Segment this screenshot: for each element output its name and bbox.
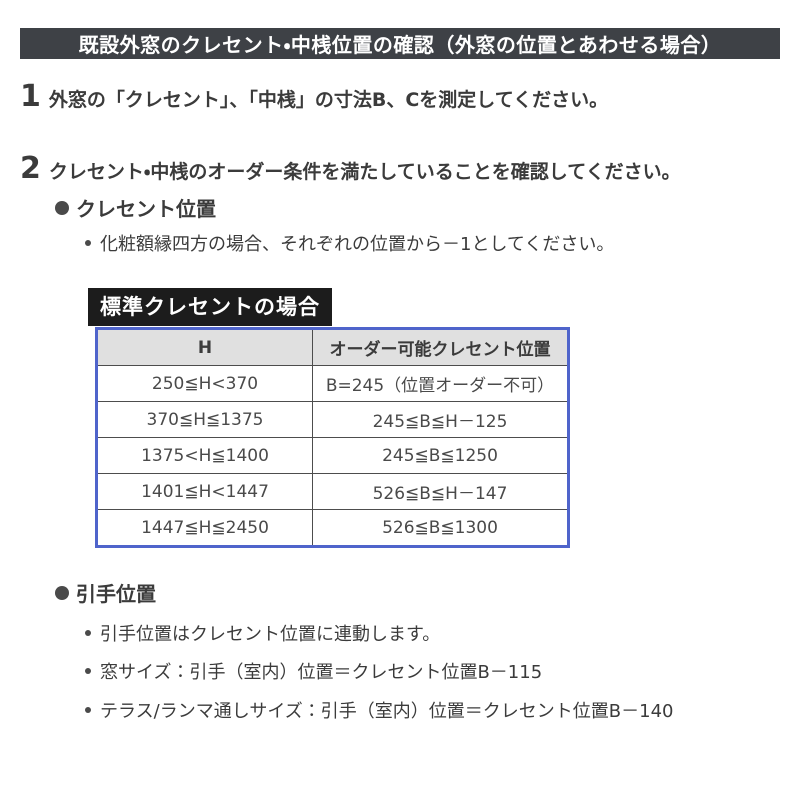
crescent-position-heading: クレセント位置 bbox=[55, 193, 216, 222]
handle-position-note: テラス/ランマ通しサイズ：引手（室内）位置＝クレセント位置B－140 bbox=[85, 697, 674, 723]
page-title-banner: 既設外窓のクレセント・中桟位置の確認（外窓の位置とあわせる場合） bbox=[20, 28, 780, 59]
step-1-text: 外窓の「クレセント」、「中桟」の寸法B、Cを測定してください。 bbox=[48, 89, 609, 111]
table-row: 250≦H<370 B=245（位置オーダー不可） bbox=[96, 365, 569, 402]
bullet-icon bbox=[55, 585, 69, 600]
table-row: 1375<H≦1400 245≦B≦1250 bbox=[96, 437, 569, 474]
table-header-row: H オーダー可能クレセント位置 bbox=[96, 328, 569, 366]
handle-position-note-text: 窓サイズ：引手（室内）位置＝クレセント位置B－115 bbox=[100, 662, 543, 683]
standard-crescent-label: 標準クレセントの場合 bbox=[88, 288, 332, 326]
crescent-position-note: 化粧額縁四方の場合、それぞれの位置から－1としてください。 bbox=[85, 230, 614, 256]
crescent-position-heading-label: クレセント位置 bbox=[76, 197, 216, 221]
bullet-icon bbox=[55, 200, 69, 215]
table-header-order-position: オーダー可能クレセント位置 bbox=[312, 328, 569, 366]
crescent-position-table: H オーダー可能クレセント位置 250≦H<370 B=245（位置オーダー不可… bbox=[95, 327, 570, 548]
handle-position-note: 引手位置はクレセント位置に連動します。 bbox=[85, 620, 440, 646]
standard-crescent-label-text: 標準クレセントの場合 bbox=[100, 295, 320, 319]
table-cell-order-range: 245≦B≦1250 bbox=[312, 437, 569, 474]
table-header-h: H bbox=[96, 328, 313, 366]
table-cell-h-range: 1401≦H<1447 bbox=[96, 473, 313, 510]
step-1-number: 1 bbox=[20, 79, 41, 114]
handle-position-heading: 引手位置 bbox=[55, 578, 156, 607]
table-cell-order-range: 245≦B≦H－125 bbox=[312, 401, 569, 438]
table-cell-order-range: 526≦B≦1300 bbox=[312, 509, 569, 547]
sub-bullet-icon bbox=[85, 240, 91, 246]
table-cell-h-range: 1447≦H≦2450 bbox=[96, 509, 313, 547]
step-2-text: クレセント・中桟のオーダー条件を満たしていることを確認してください。 bbox=[48, 161, 681, 183]
step-1: 1 外窓の「クレセント」、「中桟」の寸法B、Cを測定してください。 bbox=[20, 79, 609, 114]
step-2: 2 クレセント・中桟のオーダー条件を満たしていることを確認してください。 bbox=[20, 151, 681, 186]
table-cell-order-range: 526≦B≦H－147 bbox=[312, 473, 569, 510]
table-row: 1447≦H≦2450 526≦B≦1300 bbox=[96, 509, 569, 547]
table-row: 1401≦H<1447 526≦B≦H－147 bbox=[96, 473, 569, 510]
crescent-position-note-text: 化粧額縁四方の場合、それぞれの位置から－1としてください。 bbox=[100, 234, 615, 255]
table-cell-h-range: 1375<H≦1400 bbox=[96, 437, 313, 474]
sub-bullet-icon bbox=[85, 707, 91, 713]
step-2-number: 2 bbox=[20, 151, 41, 186]
table-cell-h-range: 250≦H<370 bbox=[96, 365, 313, 402]
sub-bullet-icon bbox=[85, 630, 91, 636]
page-title: 既設外窓のクレセント・中桟位置の確認（外窓の位置とあわせる場合） bbox=[78, 33, 722, 57]
handle-position-note-text: テラス/ランマ通しサイズ：引手（室内）位置＝クレセント位置B－140 bbox=[100, 701, 674, 722]
table-cell-h-range: 370≦H≦1375 bbox=[96, 401, 313, 438]
table-row: 370≦H≦1375 245≦B≦H－125 bbox=[96, 401, 569, 438]
handle-position-heading-label: 引手位置 bbox=[76, 582, 156, 606]
handle-position-note-text: 引手位置はクレセント位置に連動します。 bbox=[100, 624, 441, 645]
table-cell-order-range: B=245（位置オーダー不可） bbox=[312, 365, 569, 402]
handle-position-note: 窓サイズ：引手（室内）位置＝クレセント位置B－115 bbox=[85, 658, 542, 684]
sub-bullet-icon bbox=[85, 668, 91, 674]
